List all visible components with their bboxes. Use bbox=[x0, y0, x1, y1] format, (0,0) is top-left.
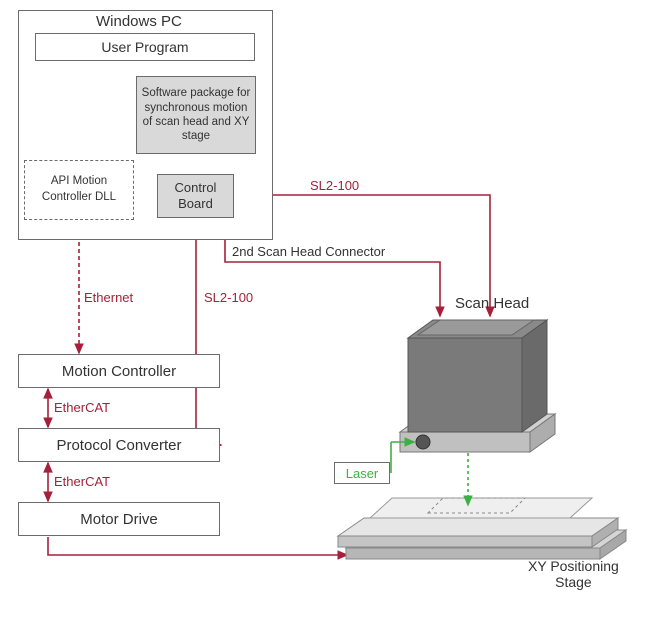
motion-controller-label: Motion Controller bbox=[62, 363, 176, 380]
protocol-converter-box: Protocol Converter bbox=[18, 428, 220, 462]
scan-head-label: Scan Head bbox=[455, 295, 529, 312]
protocol-converter-label: Protocol Converter bbox=[56, 437, 181, 454]
sl2-left-label: SL2-100 bbox=[204, 290, 253, 305]
motor-drive-label: Motor Drive bbox=[80, 511, 158, 528]
edge-drive-to-stage bbox=[48, 537, 347, 555]
ethercat1-label: EtherCAT bbox=[54, 400, 110, 415]
user-program-label: User Program bbox=[101, 39, 188, 55]
control-board-box: Control Board bbox=[157, 174, 234, 218]
control-board-label: Control Board bbox=[158, 180, 233, 211]
motor-drive-box: Motor Drive bbox=[18, 502, 220, 536]
sw-package-label: Software package for synchronous motion … bbox=[141, 86, 251, 144]
edge-ctrl-to-proto bbox=[196, 219, 221, 445]
motion-controller-box: Motion Controller bbox=[18, 354, 220, 388]
user-program-box: User Program bbox=[35, 33, 255, 61]
laser-label: Laser bbox=[346, 466, 379, 481]
api-dll-label: API Motion Controller DLL bbox=[25, 174, 133, 205]
laser-box: Laser bbox=[334, 462, 390, 484]
sw-package-box: Software package for synchronous motion … bbox=[136, 76, 256, 154]
sl2-top-label: SL2-100 bbox=[310, 178, 359, 193]
xy-stage-label: XY Positioning Stage bbox=[528, 558, 619, 590]
ethernet-label: Ethernet bbox=[84, 290, 133, 305]
ethercat2-label: EtherCAT bbox=[54, 474, 110, 489]
scan-head-graphic bbox=[400, 320, 555, 505]
pc-title: Windows PC bbox=[96, 13, 182, 30]
api-dll-box: API Motion Controller DLL bbox=[24, 160, 134, 220]
xy-stage-graphic bbox=[338, 498, 626, 559]
scan-head-conn-label: 2nd Scan Head Connector bbox=[232, 244, 385, 259]
